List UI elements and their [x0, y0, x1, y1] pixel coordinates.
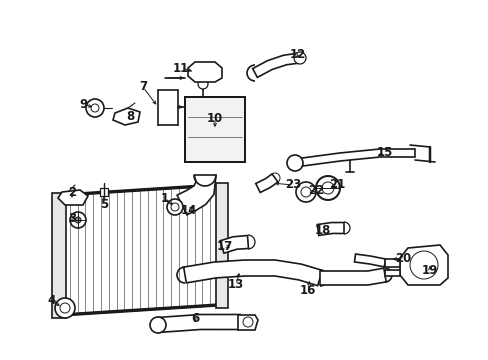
Text: 23: 23 [285, 179, 301, 192]
Text: 15: 15 [376, 147, 392, 159]
Circle shape [60, 303, 70, 313]
Circle shape [243, 317, 252, 327]
Bar [216, 183, 227, 308]
Text: 10: 10 [206, 112, 223, 125]
Polygon shape [354, 254, 385, 267]
Polygon shape [255, 174, 277, 193]
Circle shape [321, 182, 333, 194]
Text: 6: 6 [190, 311, 199, 324]
Polygon shape [252, 53, 300, 77]
Text: 19: 19 [421, 264, 437, 276]
Polygon shape [177, 175, 216, 215]
Text: 14: 14 [181, 203, 197, 216]
Bar [52, 193, 66, 318]
Text: 18: 18 [314, 224, 330, 237]
Bar [184, 97, 244, 162]
Circle shape [150, 317, 165, 333]
Polygon shape [384, 270, 399, 276]
Text: 9: 9 [79, 98, 87, 111]
Circle shape [171, 203, 179, 211]
Circle shape [315, 176, 339, 200]
Circle shape [293, 52, 305, 64]
Text: 12: 12 [289, 49, 305, 62]
Circle shape [167, 199, 183, 215]
Bar [100, 188, 108, 196]
Polygon shape [238, 315, 258, 330]
Text: 7: 7 [139, 81, 147, 94]
Text: 11: 11 [173, 62, 189, 75]
Text: 1: 1 [161, 192, 169, 204]
Text: 2: 2 [68, 186, 76, 199]
Circle shape [86, 99, 104, 117]
Circle shape [295, 182, 315, 202]
Polygon shape [384, 259, 399, 267]
Text: 13: 13 [227, 279, 244, 292]
Text: 4: 4 [48, 293, 56, 306]
Circle shape [286, 155, 303, 171]
Polygon shape [220, 235, 248, 253]
Text: 3: 3 [68, 211, 76, 225]
Polygon shape [317, 222, 343, 235]
Circle shape [198, 79, 207, 89]
Polygon shape [319, 268, 386, 285]
Polygon shape [187, 62, 222, 82]
Circle shape [409, 251, 437, 279]
Text: 5: 5 [100, 198, 108, 211]
Polygon shape [62, 185, 218, 315]
Polygon shape [113, 108, 140, 125]
Polygon shape [294, 149, 414, 167]
Polygon shape [399, 245, 447, 285]
Text: 20: 20 [394, 252, 410, 265]
Polygon shape [58, 190, 88, 205]
Circle shape [75, 217, 81, 223]
Circle shape [301, 187, 310, 197]
Polygon shape [157, 315, 240, 333]
Text: 16: 16 [299, 284, 316, 297]
Circle shape [91, 104, 99, 112]
Text: 8: 8 [125, 109, 134, 122]
Text: 22: 22 [307, 184, 324, 197]
Polygon shape [183, 260, 322, 286]
Text: 17: 17 [217, 239, 233, 252]
Circle shape [55, 298, 75, 318]
Circle shape [70, 212, 86, 228]
Text: 21: 21 [328, 179, 345, 192]
